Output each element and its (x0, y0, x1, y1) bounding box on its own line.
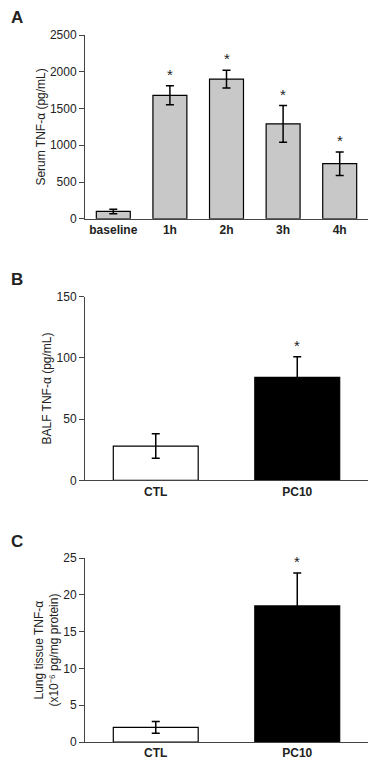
svg-text:1h: 1h (163, 223, 177, 237)
svg-text:*: * (167, 66, 173, 83)
svg-text:15: 15 (63, 625, 77, 639)
svg-text:A: A (11, 8, 23, 27)
svg-text:0: 0 (70, 474, 77, 488)
svg-text:4h: 4h (333, 223, 347, 237)
svg-text:Serum TNF-α (pg/mL): Serum TNF-α (pg/mL) (34, 68, 48, 185)
svg-text:2000: 2000 (50, 65, 77, 79)
svg-text:B: B (11, 270, 23, 289)
svg-text:25: 25 (63, 551, 77, 565)
svg-text:0: 0 (70, 735, 77, 749)
svg-text:10: 10 (63, 662, 77, 676)
svg-text:5: 5 (70, 698, 77, 712)
svg-text:PC10: PC10 (282, 746, 312, 760)
svg-text:*: * (280, 86, 286, 103)
svg-text:50: 50 (63, 412, 77, 426)
svg-text:500: 500 (57, 175, 77, 189)
svg-text:BALF TNF-α (pg/mL): BALF TNF-α (pg/mL) (40, 332, 54, 444)
svg-text:C: C (11, 532, 23, 551)
svg-text:1000: 1000 (50, 138, 77, 152)
svg-text:2h: 2h (219, 223, 233, 237)
svg-text:baseline: baseline (89, 223, 137, 237)
svg-text:150: 150 (57, 290, 77, 304)
svg-text:PC10: PC10 (282, 485, 312, 499)
svg-text:CTL: CTL (144, 746, 167, 760)
svg-text:0: 0 (70, 212, 77, 226)
svg-text:Lung tissue TNF-α(x10⁻⁶ pg/mg: Lung tissue TNF-α(x10⁻⁶ pg/mg protein) (32, 594, 62, 707)
svg-text:3h: 3h (276, 223, 290, 237)
svg-text:CTL: CTL (144, 485, 167, 499)
svg-text:*: * (294, 553, 300, 570)
svg-text:*: * (224, 50, 230, 67)
svg-text:*: * (294, 337, 300, 354)
svg-text:100: 100 (57, 351, 77, 365)
svg-text:*: * (337, 132, 343, 149)
svg-text:1500: 1500 (50, 102, 77, 116)
svg-text:20: 20 (63, 588, 77, 602)
svg-text:2500: 2500 (50, 28, 77, 42)
